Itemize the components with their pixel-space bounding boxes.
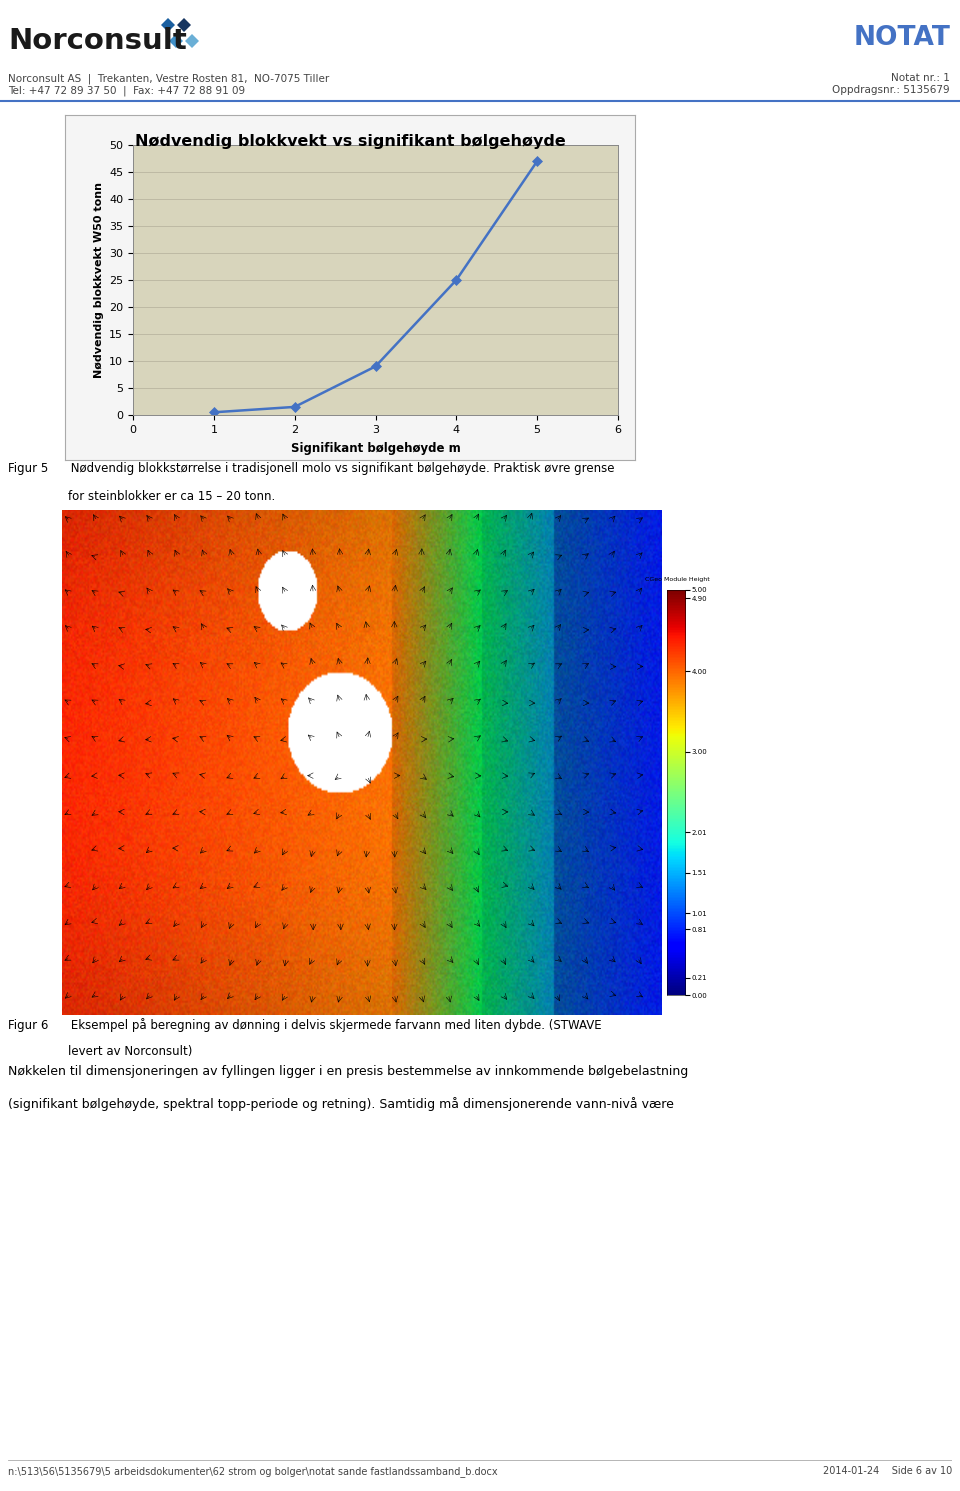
Text: Norconsult: Norconsult (8, 27, 187, 55)
Text: CGeo Module Height: CGeo Module Height (644, 577, 709, 583)
Text: for steinblokker er ca 15 – 20 tonn.: for steinblokker er ca 15 – 20 tonn. (8, 491, 276, 502)
Y-axis label: Nødvendig blokkvekt W50 tonn: Nødvendig blokkvekt W50 tonn (93, 182, 104, 379)
X-axis label: Signifikant bølgehøyde m: Signifikant bølgehøyde m (291, 441, 461, 455)
Polygon shape (185, 34, 199, 48)
Text: Oppdragsnr.: 5135679: Oppdragsnr.: 5135679 (832, 85, 950, 95)
Text: Figur 5      Nødvendig blokkstørrelse i tradisjonell molo vs signifikant bølgehø: Figur 5 Nødvendig blokkstørrelse i tradi… (8, 462, 614, 476)
Text: Nødvendig blokkvekt vs signifikant bølgehøyde: Nødvendig blokkvekt vs signifikant bølge… (134, 134, 565, 149)
Text: 2014-01-24    Side 6 av 10: 2014-01-24 Side 6 av 10 (823, 1466, 952, 1476)
Text: Tel: +47 72 89 37 50  |  Fax: +47 72 88 91 09: Tel: +47 72 89 37 50 | Fax: +47 72 88 91… (8, 85, 245, 95)
Polygon shape (177, 18, 191, 31)
Text: NOTAT: NOTAT (853, 25, 950, 51)
Polygon shape (169, 34, 183, 48)
Text: Nøkkelen til dimensjoneringen av fyllingen ligger i en presis bestemmelse av inn: Nøkkelen til dimensjoneringen av fylling… (8, 1065, 688, 1078)
Text: Notat nr.: 1: Notat nr.: 1 (891, 73, 950, 83)
Text: Figur 6      Eksempel på beregning av dønning i delvis skjermede farvann med lit: Figur 6 Eksempel på beregning av dønning… (8, 1018, 602, 1032)
Text: levert av Norconsult): levert av Norconsult) (8, 1045, 192, 1059)
Text: n:\513\56\5135679\5 arbeidsdokumenter\62 strom og bolger\notat sande fastlandssa: n:\513\56\5135679\5 arbeidsdokumenter\62… (8, 1466, 497, 1478)
Polygon shape (161, 18, 175, 31)
Text: (signifikant bølgehøyde, spektral topp-periode og retning). Samtidig må dimensjo: (signifikant bølgehøyde, spektral topp-p… (8, 1097, 674, 1111)
Text: Norconsult AS  |  Trekanten, Vestre Rosten 81,  NO-7075 Tiller: Norconsult AS | Trekanten, Vestre Rosten… (8, 73, 329, 83)
